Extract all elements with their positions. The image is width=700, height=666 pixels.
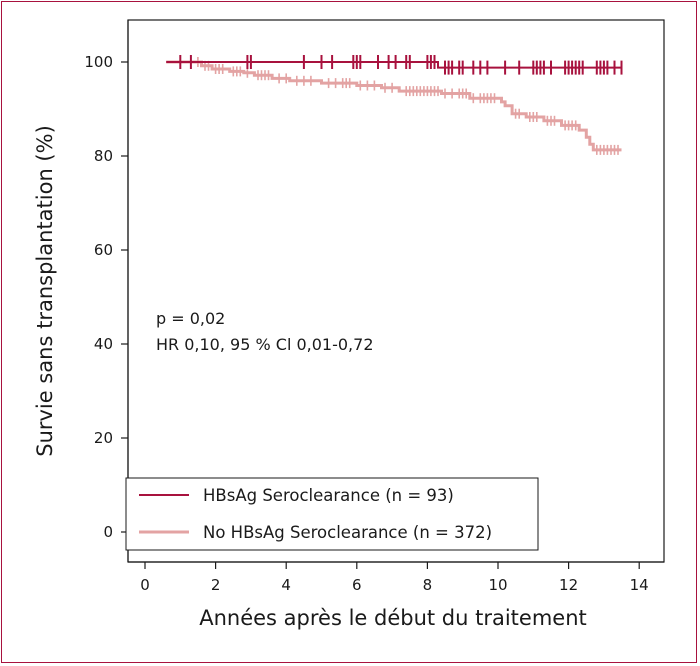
series-line-0 xyxy=(166,61,622,69)
y-tick-label: 40 xyxy=(94,335,113,353)
hr-annotation: HR 0,10, 95 % Cl 0,01-0,72 xyxy=(156,335,374,354)
legend-label-series-0: HBsAg Seroclearance (n = 93) xyxy=(203,486,454,505)
x-tick-label: 6 xyxy=(352,576,362,594)
legend-box xyxy=(125,477,539,551)
y-tick-label: 20 xyxy=(94,429,113,447)
x-tick-label: 0 xyxy=(140,576,150,594)
series-line-1 xyxy=(166,60,622,152)
y-tick-label: 80 xyxy=(94,147,113,165)
p-value-annotation: p = 0,02 xyxy=(156,309,225,328)
x-tick-label: 2 xyxy=(211,576,221,594)
y-axis-title: Survie sans transplantation (%) xyxy=(33,125,57,457)
x-axis-title: Années après le début du traitement xyxy=(199,606,587,630)
series-layer xyxy=(166,55,623,155)
x-tick-label: 4 xyxy=(281,576,291,594)
x-tick-label: 12 xyxy=(559,576,578,594)
x-tick-label: 14 xyxy=(630,576,649,594)
legend: HBsAg Seroclearance (n = 93) No HBsAg Se… xyxy=(125,477,539,551)
x-tick-label: 8 xyxy=(423,576,433,594)
y-tick-label: 100 xyxy=(84,53,113,71)
x-ticks: 0 2 4 6 8 10 12 14 xyxy=(140,562,649,594)
y-tick-label: 0 xyxy=(103,523,113,541)
x-tick-label: 10 xyxy=(488,576,507,594)
y-ticks: 0 20 40 60 80 100 xyxy=(84,53,128,541)
y-tick-label: 60 xyxy=(94,241,113,259)
legend-label-series-1: No HBsAg Seroclearance (n = 372) xyxy=(203,523,492,542)
